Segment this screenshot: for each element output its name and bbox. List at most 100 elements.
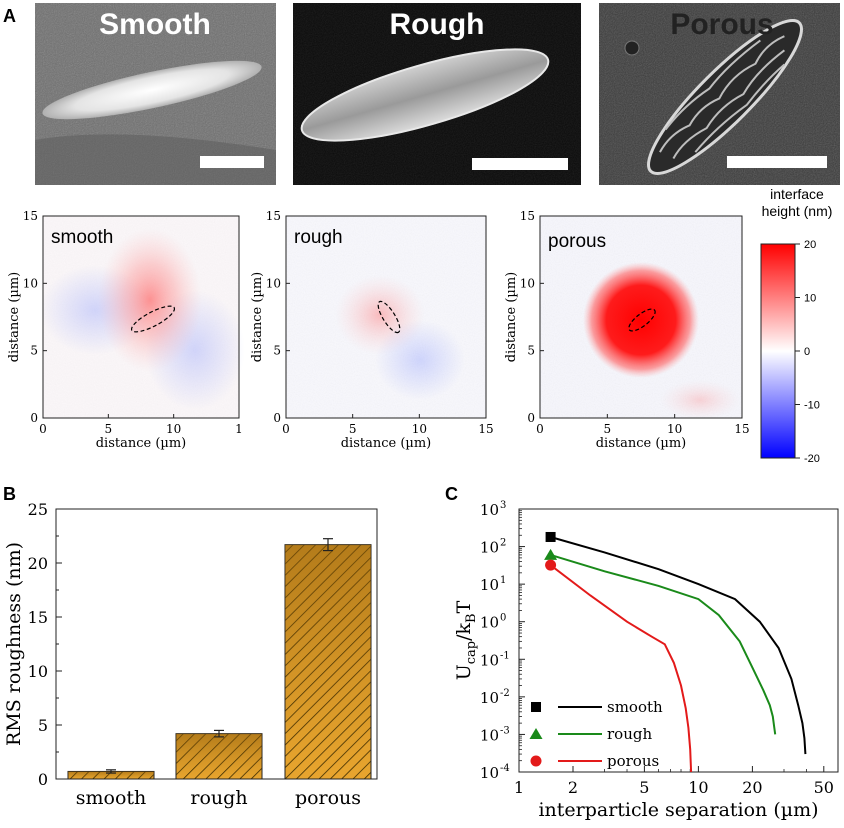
bar-y-tick-label: 15 <box>28 608 48 627</box>
legend-label-smooth: smooth <box>607 698 663 716</box>
line-y-tick-label: 10 <box>480 764 499 782</box>
panel-label-a: A <box>3 6 16 26</box>
map-y-tick-label: 15 <box>23 209 38 223</box>
line-x-tick-label: 10 <box>688 778 708 797</box>
map-y-tick-label: 10 <box>266 276 281 290</box>
bar-category-label: smooth <box>76 787 147 809</box>
scale-bar <box>472 158 568 170</box>
legend-marker-rough <box>529 728 543 739</box>
map-y-tick-label: 5 <box>273 344 281 358</box>
height-maps: smooth rough porous 0 5 10 15 0 5 10 1 distance … <box>7 209 750 451</box>
map-x-tick-label: 10 <box>667 422 682 436</box>
sem-title-rough: Rough <box>390 8 485 41</box>
panel-label-c: C <box>445 484 458 504</box>
map-y-tick-label: 5 <box>30 344 38 358</box>
height-map-porous: porous <box>539 215 743 420</box>
line-x-axis-label: interparticle separation (µm) <box>538 799 818 821</box>
panel-label-b: B <box>3 484 16 504</box>
height-map-smooth: smooth <box>40 215 245 419</box>
map-y-axis-label: distance (µm) <box>7 272 22 363</box>
scale-bar <box>727 156 827 168</box>
colorbar-tick-label: 10 <box>804 293 816 305</box>
line-x-tick-label: 20 <box>742 778 762 797</box>
line-chart: 10 -410 -310 -210 -110 010 110 210 31 2 5 10 20 50smo… <box>453 500 839 821</box>
colorbar-tick-label: -20 <box>804 453 820 465</box>
series-line-rough <box>550 553 777 735</box>
line-x-tick-label: 1 <box>514 778 524 797</box>
bar-shade <box>176 733 262 779</box>
line-y-tick-label: 10 <box>480 689 499 707</box>
colorbar: interface height (nm) 20 10 0 -10 -20 <box>760 186 833 465</box>
line-y-tick-exponent: -1 <box>500 650 510 661</box>
bar-y-tick-label: 20 <box>28 554 48 573</box>
map-x-tick-label: 1 <box>235 422 243 436</box>
panel-b: B 0 5 10 15 20 25 smooth rough porous RMS roughne… <box>3 484 378 809</box>
height-map-rough: rough <box>285 215 487 419</box>
map-y-axis-label: distance (µm) <box>504 272 519 363</box>
line-y-tick-exponent: -3 <box>500 725 510 736</box>
particle-outline <box>377 300 401 334</box>
line-y-tick-label: 10 <box>480 726 499 744</box>
bar-y-tick-label: 0 <box>38 770 48 789</box>
map-y-tick-label: 5 <box>527 344 535 358</box>
map-x-tick-label: 0 <box>536 422 544 436</box>
map-y-tick-label: 15 <box>266 209 281 223</box>
series-line-porous <box>549 564 693 773</box>
line-y-tick-exponent: -4 <box>500 763 510 774</box>
map-label-rough: rough <box>294 227 343 248</box>
map-y-tick-label: 15 <box>520 209 535 223</box>
colorbar-tick-label: -10 <box>804 400 820 412</box>
line-y-tick-label: 10 <box>480 501 499 519</box>
colorbar-tick-label: 20 <box>804 239 816 251</box>
panel-a: A Smooth Rough <box>3 3 840 185</box>
map-label-smooth: smooth <box>51 227 113 248</box>
map-y-tick-label: 0 <box>273 411 281 425</box>
map-x-tick-label: 5 <box>105 422 113 436</box>
series-marker-rough <box>544 548 558 560</box>
sem-particle-rough <box>301 49 549 141</box>
line-y-tick-label: 10 <box>480 614 499 632</box>
map-x-tick-label: 5 <box>349 422 357 436</box>
line-y-tick-exponent: 2 <box>500 538 506 549</box>
line-y-tick-label: 10 <box>480 651 499 669</box>
colorbar-gradient <box>760 243 796 459</box>
series-marker-smooth <box>545 531 556 542</box>
colorbar-title-line1: interface <box>770 186 824 202</box>
line-y-axis-label: Ucap/kBT <box>453 600 479 680</box>
map-x-tick-label: 15 <box>478 422 493 436</box>
particle-outline <box>130 305 176 333</box>
line-y-tick-exponent: 1 <box>500 575 506 586</box>
map-y-tick-label: 0 <box>527 411 535 425</box>
colorbar-tick-label: 0 <box>804 346 810 358</box>
map-axes: 0 5 10 15 0 5 10 1 distance (µm) distance (µm) 0 5 1… <box>7 209 750 451</box>
bar-y-tick-label: 10 <box>28 662 48 681</box>
sem-particle-porous <box>647 19 803 175</box>
sem-image-smooth: Smooth <box>35 3 276 185</box>
map-y-tick-label: 0 <box>30 411 38 425</box>
bar-y-tick-label: 25 <box>28 500 48 519</box>
sem-title-porous: Porous <box>670 8 773 41</box>
series-marker-porous <box>545 559 557 571</box>
bar-chart: 0 5 10 15 20 25 smooth rough porous RMS roughness… <box>3 500 378 809</box>
line-x-tick-label: 5 <box>639 778 649 797</box>
legend-label-rough: rough <box>607 725 652 743</box>
line-y-tick-label: 10 <box>480 539 499 557</box>
legend-marker-porous <box>530 755 542 767</box>
legend-marker-smooth <box>531 702 541 712</box>
bar-y-tick-label: 5 <box>38 716 48 735</box>
map-x-tick-label: 5 <box>604 422 612 436</box>
map-x-tick-label: 10 <box>412 422 427 436</box>
map-x-tick-label: 15 <box>734 422 749 436</box>
scale-bar <box>200 156 264 168</box>
bar-category-label: porous <box>295 787 361 809</box>
map-y-tick-label: 10 <box>23 276 38 290</box>
bar-category-label: rough <box>190 787 247 809</box>
map-x-tick-label: 0 <box>282 422 290 436</box>
bar-y-axis-label: RMS roughness (nm) <box>3 542 25 746</box>
map-label-porous: porous <box>548 231 606 252</box>
sem-particle-smooth <box>42 60 262 120</box>
line-y-tick-exponent: 0 <box>500 613 506 624</box>
colorbar-title-line2: height (nm) <box>762 203 833 219</box>
bar-shade <box>285 544 371 779</box>
map-x-tick-label: 10 <box>166 422 181 436</box>
